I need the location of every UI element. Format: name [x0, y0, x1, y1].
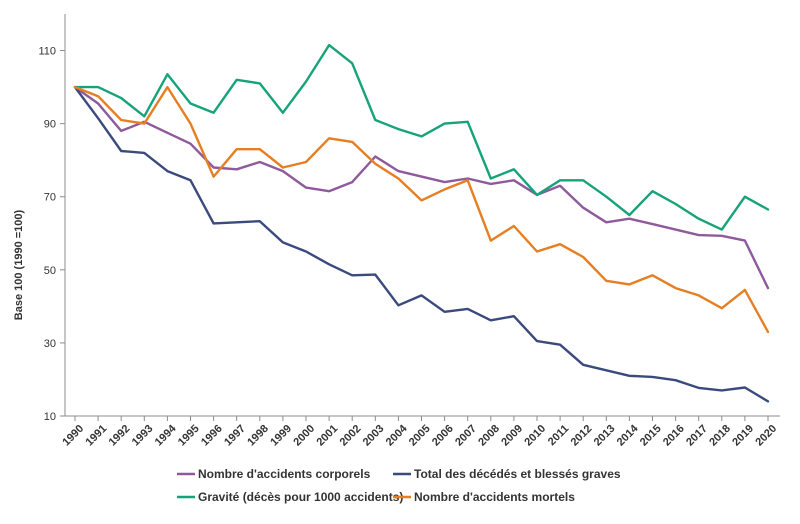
x-tick-label: 2002 [338, 423, 364, 449]
x-tick-label: 2008 [476, 423, 502, 449]
axes [64, 14, 780, 417]
x-tick-label: 2011 [546, 423, 571, 448]
x-tick-label: 1992 [107, 423, 133, 449]
x-tick-label: 1999 [268, 423, 294, 449]
x-tick-label: 1998 [245, 423, 271, 449]
y-tick-label: 50 [44, 265, 56, 277]
y-tick-label: 90 [44, 119, 56, 131]
x-tick-label: 2019 [730, 423, 756, 449]
x-tick-label: 2007 [453, 423, 479, 449]
x-tick-label: 2003 [361, 423, 387, 449]
x-tick-label: 2001 [315, 423, 341, 449]
x-tick-label: 2017 [684, 423, 710, 449]
x-tick-label: 2010 [522, 423, 548, 449]
x-tick-label: 1990 [60, 423, 86, 449]
x-tick-label: 2004 [384, 422, 410, 448]
series-line-3 [73, 43, 770, 231]
x-tick-label: 1991 [84, 423, 110, 449]
x-tick-label: 2014 [615, 422, 641, 448]
legend-label-4: Nombre d'accidents mortels [414, 490, 575, 504]
x-tick-label: 1995 [176, 423, 202, 449]
y-tick-label: 70 [44, 192, 56, 204]
x-tick-label: 2000 [291, 423, 317, 449]
y-tick-label: 10 [44, 411, 56, 423]
x-tick-label: 1997 [222, 423, 248, 449]
x-tick-label: 2013 [592, 423, 618, 449]
x-tick-label: 2018 [707, 423, 733, 449]
x-tick-label: 2020 [753, 423, 779, 449]
x-axis-ticks: 1990199119921993199419951996199719981999… [60, 416, 779, 449]
legend-label-2: Total des décédés et blessés graves [414, 467, 621, 481]
x-tick-label: 2006 [430, 423, 456, 449]
x-tick-label: 2009 [499, 423, 525, 449]
x-tick-label: 1996 [199, 423, 225, 449]
x-tick-label: 2015 [638, 423, 664, 449]
y-tick-label: 110 [38, 46, 56, 58]
x-tick-label: 1993 [130, 423, 156, 449]
x-tick-label: 2005 [407, 423, 433, 449]
legend: Nombre d'accidents corporels Total des dé… [177, 467, 621, 504]
x-tick-label: 1994 [153, 422, 179, 448]
x-tick-label: 2016 [661, 423, 687, 449]
series-line-4 [73, 85, 770, 334]
legend-label-1: Nombre d'accidents corporels [198, 467, 371, 481]
y-tick-label: 30 [44, 338, 56, 350]
series-line-1 [73, 85, 770, 290]
x-tick-label: 2012 [569, 423, 595, 449]
y-axis-label: Base 100 (1990 =100) [13, 209, 25, 320]
y-axis-ticks: 10 30 50 70 90 110 [38, 46, 65, 423]
series-line-2 [73, 85, 770, 403]
series-lines [73, 43, 770, 403]
legend-label-3: Gravité (décès pour 1000 accidents) [198, 490, 403, 504]
